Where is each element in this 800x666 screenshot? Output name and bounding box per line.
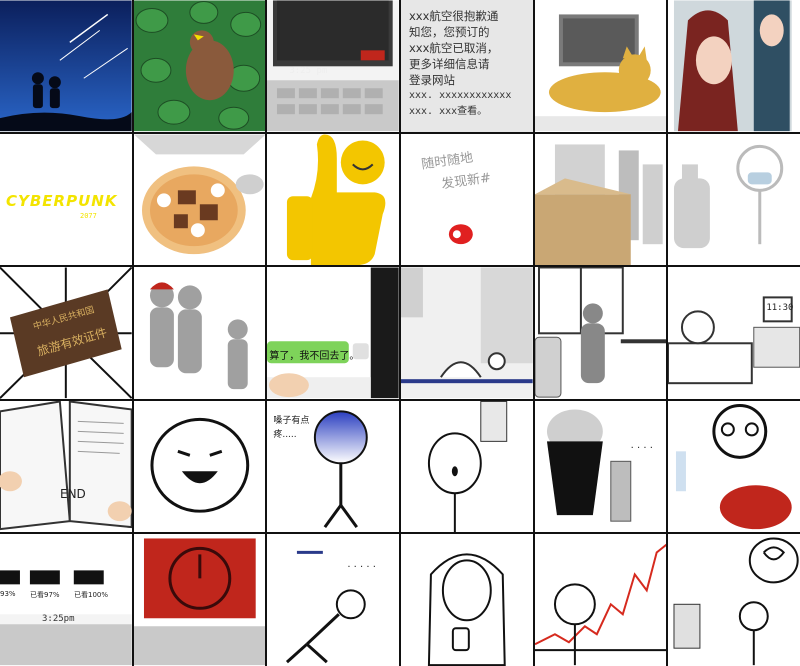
sms-line: xxx航空很抱歉通: [409, 9, 499, 23]
cyberpunk-year: 2077: [80, 211, 97, 220]
panel-thinking: [668, 534, 800, 666]
panel-room-figure: [401, 267, 533, 399]
sms-line: 知您，您预订的: [409, 25, 490, 39]
laptop-time: 3:25 pm: [289, 66, 328, 76]
panel-crying: [133, 400, 266, 533]
panel-angry-parents: [133, 267, 266, 399]
panel-eating: [668, 400, 800, 533]
weibo-logo-icon: [448, 223, 473, 244]
fallen-figure-illustration: [267, 534, 399, 666]
panel-bed-alarm: 11:30: [668, 267, 800, 399]
thumbs-up-illustration: [267, 134, 399, 265]
laptop-time-2: 3:25pm: [42, 614, 75, 625]
watermelon-field-illustration: [133, 0, 266, 132]
progress-label: 已看100%: [74, 591, 109, 600]
alarm-clock-time: 11:30: [766, 303, 794, 314]
panel-window-surprise: [401, 400, 533, 533]
panel-trash-cup: · · · ·: [534, 400, 667, 533]
sms-line: 登录网站: [409, 73, 455, 87]
chat-bubble-text: 算了，我不回去了。: [269, 351, 360, 363]
panel-sms: xxx航空很抱歉通 知您，您预订的 xxx航空已取消， 更多详细信息请 登录网站…: [401, 0, 533, 132]
panel-cat-laptop: [534, 0, 667, 132]
sms-line: xxx. xxxxxxxxxxxx: [409, 90, 512, 101]
stock-chart-character-illustration: [534, 534, 667, 666]
crying-character-illustration: [133, 401, 266, 532]
ellipsis-text: · · · ·: [630, 442, 653, 454]
panel-stock-chart: [534, 534, 667, 666]
cat-on-laptop-illustration: [534, 0, 667, 132]
trash-bin-illustration: [534, 401, 667, 532]
ellipsis-text-2: · · · · ·: [347, 562, 376, 574]
laptop-progress-illustration: [0, 534, 132, 666]
sms-line: xxx航空已取消，: [409, 41, 499, 55]
panel-phone-girl: [401, 534, 533, 666]
surprised-character-illustration: [401, 400, 533, 532]
person-with-mask-illustration: [668, 134, 800, 265]
bed-alarm-illustration: [668, 267, 800, 399]
panel-laptop-progress: 93% 已看97% 已看100% 3:25pm: [0, 534, 132, 666]
sms-line: 更多详细信息请: [409, 57, 490, 71]
open-book-illustration: [0, 400, 132, 532]
food-bowl-illustration: [133, 134, 266, 265]
panel-throat: 嗓子有点 疼.....: [267, 400, 399, 533]
night-sky-illustration: [0, 0, 132, 132]
passport-burst-illustration: [0, 267, 132, 399]
panel-watermelon-bear: [133, 0, 266, 132]
panel-book-end: END: [0, 400, 132, 533]
panel-spray-person: [668, 133, 800, 266]
panel-phone-chat: 算了，我不回去了。: [267, 267, 399, 399]
progress-label: 93%: [0, 590, 16, 599]
panel-boxes: [534, 133, 667, 266]
sms-line: xxx. xxx查看。: [409, 106, 488, 117]
cyberpunk-logo: CYBERPUNK: [6, 191, 118, 210]
sms-message: xxx航空很抱歉通 知您，您预订的 xxx航空已取消， 更多详细信息请 登录网站…: [409, 8, 525, 120]
phone-chat-illustration: [267, 267, 399, 399]
girl-with-phone-illustration: [401, 534, 533, 666]
laptop-red-clock-illustration: [133, 534, 266, 666]
sick-character-illustration: [267, 401, 399, 532]
panel-window-luggage: [534, 267, 667, 399]
laptop-illustration: [267, 0, 399, 132]
boxes-illustration: [534, 134, 667, 265]
panel-thumbs-up: [267, 133, 399, 266]
panel-laptop-clock: 3:25 pm: [267, 0, 399, 132]
panel-food-bowl: [133, 133, 266, 266]
eating-character-illustration: [668, 401, 800, 532]
panel-fallen-figure: · · · · ·: [267, 534, 399, 666]
book-end-text: END: [60, 486, 86, 501]
angry-family-illustration: [133, 267, 266, 399]
room-figure-illustration: [401, 267, 533, 399]
panel-passport: 中华人民共和国 旅游有效证件: [0, 267, 132, 399]
panel-night-sky: [0, 0, 132, 132]
panel-random-draw: 随时随地 发现新#: [401, 133, 533, 266]
throat-text-2: 疼.....: [273, 429, 297, 440]
panel-mirror-girl: [668, 0, 800, 132]
throat-text: 嗓子有点: [273, 415, 310, 426]
girl-in-mirror-illustration: [668, 0, 800, 132]
window-luggage-illustration: [534, 267, 667, 399]
panel-cyberpunk: CYBERPUNK 2077: [0, 133, 132, 266]
progress-label: 已看97%: [30, 591, 60, 600]
panel-red-clock: [133, 534, 266, 666]
thinking-character-illustration: [668, 534, 800, 666]
